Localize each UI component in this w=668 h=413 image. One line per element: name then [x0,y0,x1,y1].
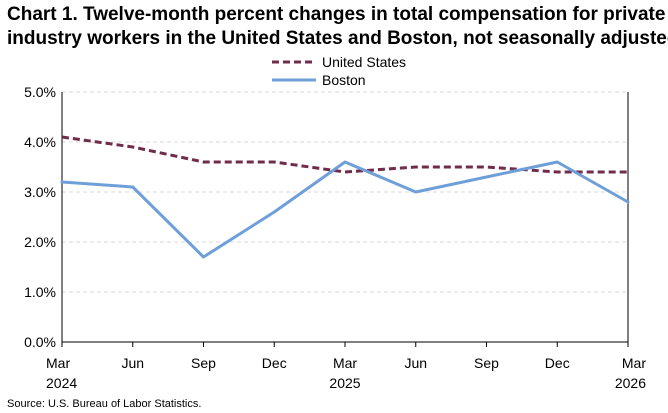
data-point [59,134,65,140]
data-point [484,164,490,170]
chart-title-line-2: industry workers in the United States an… [7,28,668,49]
data-point [554,159,560,165]
chart-title: Chart 1. Twelve-month percent changes in… [7,3,668,51]
data-point [625,169,631,175]
x-axis-ticks: Mar 2024 Jun Sep Dec Mar 2025 Jun Sep Dec Mar 2026 [46,342,646,391]
legend-label: Boston [322,72,366,88]
x-tick-label: 2025 [329,375,360,391]
y-tick-label: 5.0% [24,84,56,100]
x-tick-label: Mar [333,355,357,371]
series-line-boston [60,160,630,259]
y-axis-ticks: 0.0% 1.0% 2.0% 3.0% 4.0% 5.0% [24,84,56,350]
y-tick-label: 4.0% [24,134,56,150]
axes [61,92,629,343]
x-tick-label: Jun [404,355,427,371]
data-point [59,179,65,185]
data-point [484,174,490,180]
y-tick-label: 3.0% [24,184,56,200]
data-point [413,189,419,195]
data-point [554,169,560,175]
data-point [342,169,348,175]
series-line-united-states [61,135,628,174]
x-tick-label: Dec [545,355,570,371]
legend: United States Boston [272,54,406,88]
x-tick-label: Mar [46,355,70,371]
x-tick-label: Mar [622,355,646,371]
y-tick-label: 0.0% [24,334,56,350]
data-point [201,254,207,260]
data-point [625,199,631,205]
data-point [342,159,348,165]
x-tick-label: Dec [262,355,287,371]
x-tick-label: Jun [121,355,144,371]
x-tick-label: Sep [191,355,216,371]
legend-label: United States [322,54,406,70]
y-tick-label: 1.0% [24,284,56,300]
gridlines [62,91,628,293]
data-point [271,159,277,165]
series-lines [59,134,631,260]
source-note: Source: U.S. Bureau of Labor Statistics. [7,398,202,410]
x-tick-label: Sep [474,355,499,371]
x-tick-label: 2026 [615,375,646,391]
data-point [130,144,136,150]
data-point [201,159,207,165]
chart-title-line-1: Chart 1. Twelve-month percent changes in… [7,4,666,25]
data-point [271,209,277,215]
data-point [130,184,136,190]
data-point [413,164,419,170]
x-tick-label: 2024 [46,375,77,391]
y-tick-label: 2.0% [24,234,56,250]
